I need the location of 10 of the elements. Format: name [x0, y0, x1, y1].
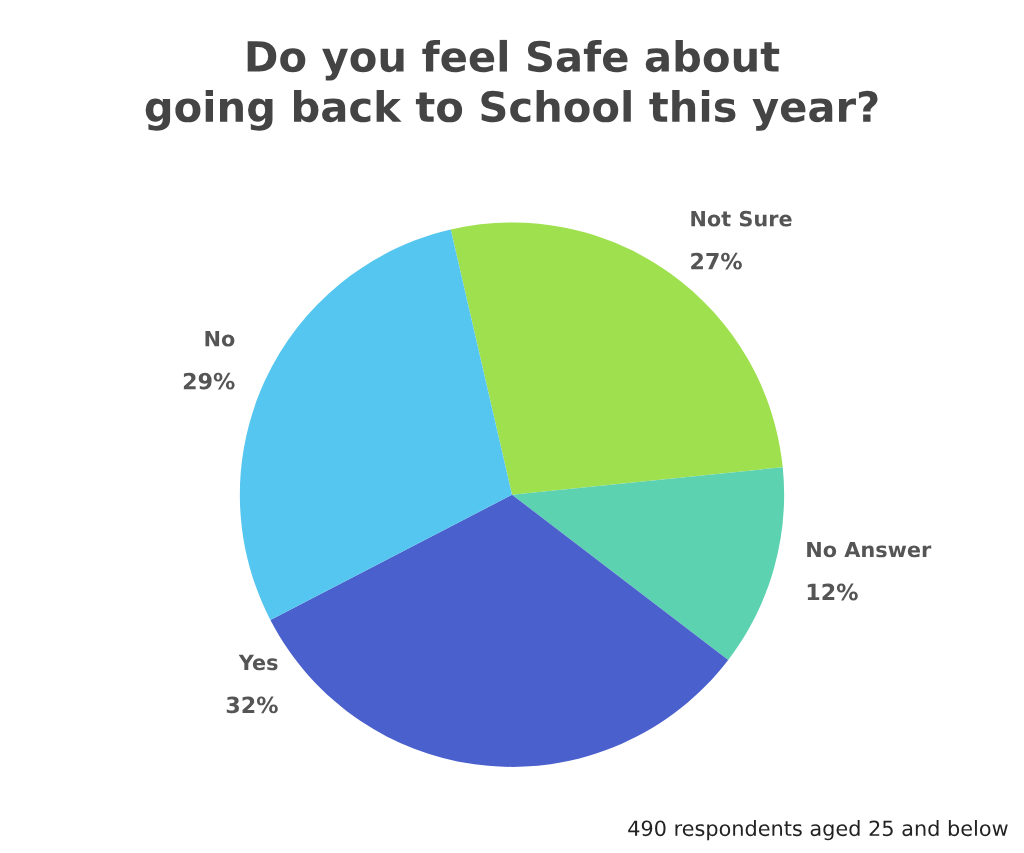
- chart-title: Do you feel Safe about going back to School this year?: [145, 39, 878, 131]
- data-label: 32%: [226, 696, 278, 714]
- slice-label: Not Sure: [691, 210, 792, 227]
- data-label: 12%: [807, 583, 858, 601]
- data-label: 27%: [691, 252, 742, 270]
- slice-label: Yes: [238, 654, 278, 671]
- slice-label: No: [205, 331, 235, 347]
- slice-label: No Answer: [807, 541, 932, 558]
- text: 490 respondents aged 25 and below: [628, 820, 1008, 841]
- data-label: 29%: [183, 372, 235, 390]
